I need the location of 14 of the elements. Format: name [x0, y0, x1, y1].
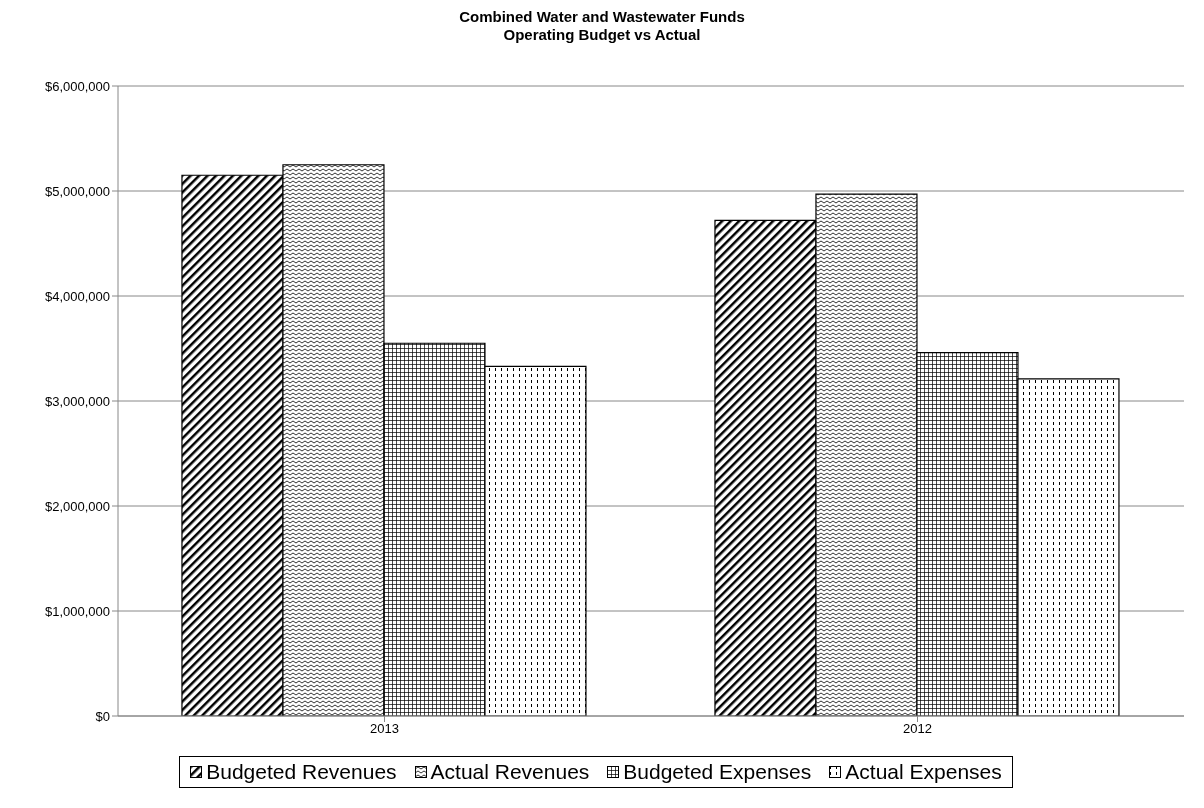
y-tick-label: $2,000,000	[44, 498, 110, 514]
y-tick-label: $4,000,000	[44, 288, 110, 304]
legend-label: Budgeted Revenues	[206, 760, 397, 784]
y-tick-label: $6,000,000	[44, 78, 110, 94]
x-tick-label: 2013	[370, 721, 399, 737]
y-tick-label: $3,000,000	[44, 393, 110, 409]
legend-label: Actual Revenues	[430, 760, 590, 784]
x-tick-label: 2012	[903, 721, 932, 737]
chart-title: Combined Water and Wastewater Funds Operating Budget vs Actual	[458, 8, 746, 44]
legend-label: Budgeted Expenses	[623, 760, 812, 784]
y-tick-label: $1,000,000	[44, 603, 110, 619]
legend-label: Actual Expenses	[845, 760, 1002, 784]
y-tick-label: $5,000,000	[44, 183, 110, 199]
y-tick-label: $0	[95, 708, 110, 724]
